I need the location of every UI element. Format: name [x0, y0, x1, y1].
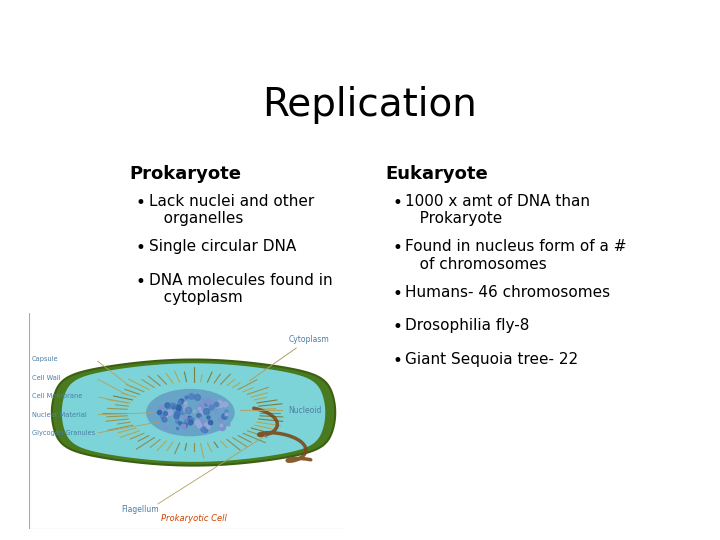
Text: Prokaryote: Prokaryote [129, 165, 241, 183]
Text: Prokaryotic Cell: Prokaryotic Cell [161, 514, 227, 523]
Text: Lack nuclei and other
   organelles: Lack nuclei and other organelles [148, 194, 314, 226]
Text: •: • [136, 239, 145, 258]
Ellipse shape [146, 389, 235, 436]
Text: •: • [392, 319, 402, 336]
Text: Nucleoid: Nucleoid [240, 406, 322, 415]
Text: Giant Sequoia tree- 22: Giant Sequoia tree- 22 [405, 352, 578, 367]
Text: Cell Membrane: Cell Membrane [32, 393, 82, 400]
Text: Eukaryote: Eukaryote [386, 165, 488, 183]
Text: Single circular DNA: Single circular DNA [148, 239, 296, 254]
Text: Replication: Replication [261, 85, 477, 124]
Text: •: • [136, 273, 145, 291]
Text: Drosophilia fly-8: Drosophilia fly-8 [405, 319, 530, 333]
Text: Found in nucleus form of a #
   of chromosomes: Found in nucleus form of a # of chromoso… [405, 239, 627, 272]
Text: Nuclear Material: Nuclear Material [32, 412, 86, 418]
Text: Cytoplasm: Cytoplasm [250, 335, 329, 381]
Text: •: • [392, 352, 402, 370]
Text: Cell Wall: Cell Wall [32, 375, 60, 381]
Text: DNA molecules found in
   cytoplasm: DNA molecules found in cytoplasm [148, 273, 332, 305]
Text: •: • [136, 194, 145, 212]
Text: Humans- 46 chromosomes: Humans- 46 chromosomes [405, 285, 611, 300]
Text: •: • [392, 239, 402, 258]
Text: •: • [392, 285, 402, 303]
Text: Flagellum: Flagellum [121, 505, 158, 514]
PathPatch shape [52, 360, 336, 465]
PathPatch shape [62, 363, 325, 462]
Text: Capsule: Capsule [32, 356, 58, 362]
Text: Glycogen Granules: Glycogen Granules [32, 430, 95, 436]
Text: •: • [392, 194, 402, 212]
Text: 1000 x amt of DNA than
   Prokaryote: 1000 x amt of DNA than Prokaryote [405, 194, 590, 226]
